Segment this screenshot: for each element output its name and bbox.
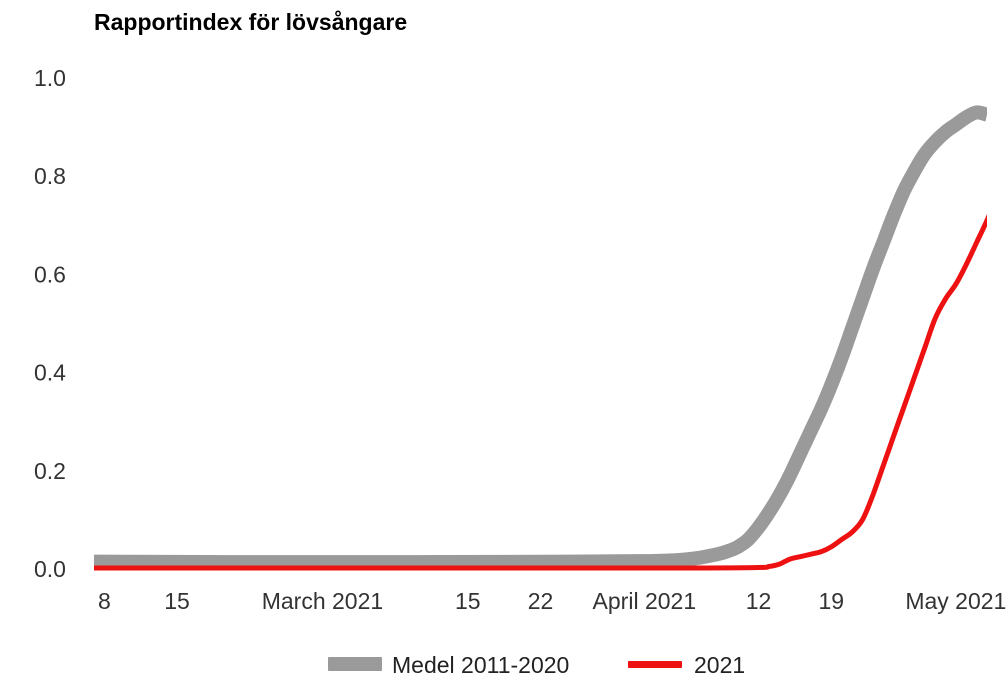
x-tick-label: 12: [746, 588, 772, 614]
legend-label-medel: Medel 2011-2020: [392, 652, 569, 678]
legend-label-2021: 2021: [694, 652, 745, 678]
y-tick-label: 0.4: [34, 360, 66, 386]
y-tick-label: 1.0: [34, 65, 66, 91]
legend: Medel 2011-2020 2021: [328, 652, 745, 678]
series-line-medel: [94, 105, 987, 570]
x-tick-label: 15: [164, 588, 190, 614]
x-tick-label: April 2021: [593, 588, 697, 614]
y-tick-label: 0.8: [34, 163, 66, 189]
legend-item-2021[interactable]: 2021: [628, 652, 745, 678]
x-axis: 8 15 March 2021 15 22 April 2021 12 19 May 2021: [98, 588, 1006, 614]
x-tick-label: March 2021: [262, 588, 383, 614]
y-axis: 0.0 0.2 0.4 0.6 0.8 1.0: [34, 65, 66, 582]
y-tick-label: 0.2: [34, 458, 66, 484]
series-line-2021: [94, 214, 987, 571]
x-tick-label: 15: [455, 588, 481, 614]
y-tick-label: 0.0: [34, 556, 66, 582]
series-layer: [94, 105, 987, 571]
x-tick-label: 22: [528, 588, 554, 614]
legend-swatch-2021: [628, 661, 682, 668]
x-tick-label: May 2021: [905, 588, 1006, 614]
x-tick-label: 8: [98, 588, 111, 614]
legend-item-medel[interactable]: Medel 2011-2020: [328, 652, 569, 678]
x-tick-label: 19: [818, 588, 844, 614]
y-tick-label: 0.6: [34, 261, 66, 287]
chart-title: Rapportindex för lövsångare: [94, 9, 407, 35]
legend-swatch-medel: [328, 657, 382, 671]
